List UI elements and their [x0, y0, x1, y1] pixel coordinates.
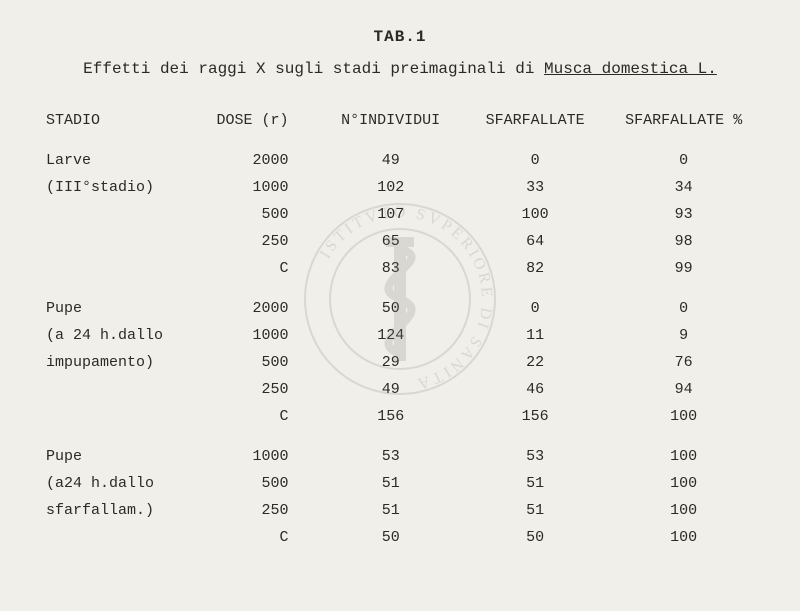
stadio-line — [40, 201, 202, 228]
cell-dose: 2000 — [202, 147, 318, 174]
col-sfar: SFARFALLATE — [463, 108, 607, 147]
cell-nind: 29 — [318, 349, 462, 376]
stadio-line: impupamento) — [40, 349, 202, 376]
cell-sfarpct: 9 — [607, 322, 760, 349]
stadio-line: sfarfallam.) — [40, 497, 202, 524]
cell-dose: 1000 — [202, 322, 318, 349]
cell-nind: 49 — [318, 147, 462, 174]
stadio-line: Pupe — [40, 430, 202, 470]
cell-sfarpct: 0 — [607, 282, 760, 322]
data-table: STADIO DOSE (r) N°INDIVIDUI SFARFALLATE … — [40, 108, 760, 551]
cell-sfar: 51 — [463, 497, 607, 524]
cell-sfarpct: 100 — [607, 403, 760, 430]
cell-dose: C — [202, 255, 318, 282]
cell-nind: 102 — [318, 174, 462, 201]
cell-sfar: 11 — [463, 322, 607, 349]
stadio-line — [40, 255, 202, 282]
cell-sfarpct: 93 — [607, 201, 760, 228]
stadio-line: Larve — [40, 147, 202, 174]
cell-sfar: 51 — [463, 470, 607, 497]
group-larve: Larve 2000 49 0 0 (III°stadio) 1000 102 … — [40, 147, 760, 282]
cell-sfar: 33 — [463, 174, 607, 201]
caption-species: Musca domestica L. — [544, 60, 717, 78]
cell-dose: 250 — [202, 497, 318, 524]
cell-sfar: 46 — [463, 376, 607, 403]
cell-sfar: 100 — [463, 201, 607, 228]
cell-nind: 51 — [318, 470, 462, 497]
cell-sfar: 0 — [463, 147, 607, 174]
cell-nind: 51 — [318, 497, 462, 524]
cell-dose: 250 — [202, 376, 318, 403]
cell-nind: 50 — [318, 282, 462, 322]
cell-sfarpct: 34 — [607, 174, 760, 201]
stadio-line — [40, 524, 202, 551]
cell-nind: 107 — [318, 201, 462, 228]
stadio-line — [40, 376, 202, 403]
cell-dose: 500 — [202, 201, 318, 228]
col-dose: DOSE (r) — [202, 108, 318, 147]
cell-nind: 124 — [318, 322, 462, 349]
caption-text: Effetti dei raggi X sugli stadi preimagi… — [83, 60, 544, 78]
col-sfarpct: SFARFALLATE % — [607, 108, 760, 147]
group-pupe-sfarfallam-cont: (a24 h.dallo 500 51 51 100 sfarfallam.) … — [40, 470, 760, 551]
cell-sfar: 53 — [463, 430, 607, 470]
cell-dose: C — [202, 524, 318, 551]
stadio-line: (III°stadio) — [40, 174, 202, 201]
group-pupe-impupamento-cont: (a 24 h.dallo 1000 124 11 9 impupamento)… — [40, 322, 760, 430]
cell-sfar: 0 — [463, 282, 607, 322]
cell-sfarpct: 94 — [607, 376, 760, 403]
cell-sfarpct: 99 — [607, 255, 760, 282]
cell-dose: 250 — [202, 228, 318, 255]
group-pupe-sfarfallam: Pupe 1000 53 53 100 — [40, 430, 760, 470]
cell-nind: 49 — [318, 376, 462, 403]
cell-sfarpct: 100 — [607, 497, 760, 524]
cell-sfar: 22 — [463, 349, 607, 376]
cell-sfarpct: 76 — [607, 349, 760, 376]
cell-nind: 50 — [318, 524, 462, 551]
cell-sfarpct: 100 — [607, 470, 760, 497]
cell-dose: 1000 — [202, 174, 318, 201]
cell-sfar: 64 — [463, 228, 607, 255]
cell-sfarpct: 98 — [607, 228, 760, 255]
cell-dose: 500 — [202, 349, 318, 376]
cell-sfar: 156 — [463, 403, 607, 430]
cell-sfar: 82 — [463, 255, 607, 282]
table-label: TAB.1 — [40, 28, 760, 46]
col-stadio: STADIO — [40, 108, 202, 147]
cell-dose: C — [202, 403, 318, 430]
cell-nind: 65 — [318, 228, 462, 255]
cell-dose: 500 — [202, 470, 318, 497]
col-nind: N°INDIVIDUI — [318, 108, 462, 147]
cell-nind: 83 — [318, 255, 462, 282]
group-pupe-impupamento: Pupe 2000 50 0 0 — [40, 282, 760, 322]
stadio-line — [40, 403, 202, 430]
stadio-line: Pupe — [40, 282, 202, 322]
stadio-line: (a24 h.dallo — [40, 470, 202, 497]
stadio-line: (a 24 h.dallo — [40, 322, 202, 349]
cell-sfarpct: 0 — [607, 147, 760, 174]
cell-sfar: 50 — [463, 524, 607, 551]
cell-nind: 156 — [318, 403, 462, 430]
cell-dose: 1000 — [202, 430, 318, 470]
table-caption: Effetti dei raggi X sugli stadi preimagi… — [40, 60, 760, 78]
cell-dose: 2000 — [202, 282, 318, 322]
cell-sfarpct: 100 — [607, 524, 760, 551]
stadio-line — [40, 228, 202, 255]
cell-sfarpct: 100 — [607, 430, 760, 470]
cell-nind: 53 — [318, 430, 462, 470]
